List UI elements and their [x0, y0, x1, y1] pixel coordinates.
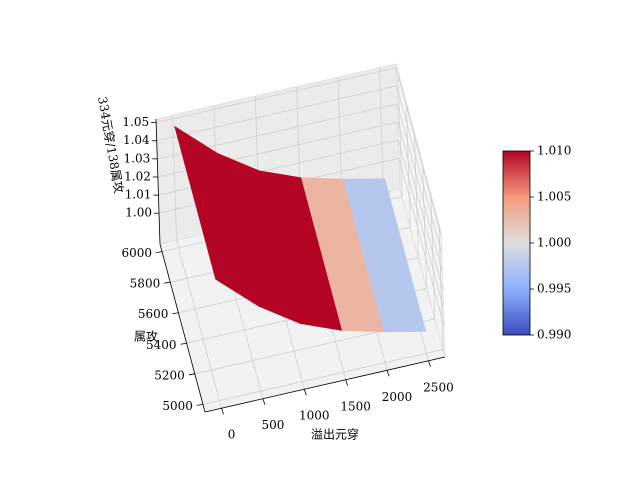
- y-axis-line: [159, 243, 206, 413]
- tick-mark: [155, 251, 163, 254]
- x-axis-label: 溢出元穿: [311, 427, 359, 442]
- grid-line: [396, 103, 443, 272]
- tick-mark: [303, 389, 307, 396]
- y-tick-label: 5800: [130, 277, 161, 291]
- tick-mark: [196, 403, 204, 406]
- z-tick-label: 1.01: [125, 188, 152, 202]
- colorbar-tick-label: 1.010: [537, 144, 571, 158]
- x-axis-line: [204, 356, 446, 413]
- y-axis-label: 属攻: [134, 330, 158, 344]
- tick-mark: [172, 312, 179, 315]
- colorbar-tick-label: 1.005: [537, 190, 571, 204]
- grid-line: [156, 85, 397, 142]
- colorbar: [502, 150, 531, 336]
- tick-mark: [262, 398, 266, 405]
- x-tick-label: 500: [261, 418, 284, 432]
- z-tick-label: 1.00: [125, 206, 152, 220]
- x-tick-label: 0: [228, 428, 236, 442]
- y-tick-label: 5000: [162, 399, 193, 413]
- tick-mark: [180, 342, 187, 345]
- grid-line: [176, 240, 222, 409]
- grid-line: [398, 139, 444, 309]
- colorbar-tick-label: 0.990: [537, 328, 571, 342]
- grid-line: [396, 85, 443, 254]
- grid-line: [379, 67, 384, 193]
- tick-mark: [428, 360, 431, 367]
- z-tick-label: 1.04: [123, 133, 150, 147]
- z-tick-label: 1.05: [122, 115, 149, 129]
- y-tick-label: 5400: [146, 338, 177, 352]
- x-tick-label: 2000: [382, 390, 413, 404]
- z-axis-line: [155, 118, 161, 245]
- z-tick-label: 1.02: [124, 169, 151, 183]
- colorbar-tick-label: 0.995: [537, 282, 571, 296]
- colorbar-tick-label: 1.000: [537, 236, 571, 250]
- grid-line: [156, 67, 397, 124]
- grid-line: [395, 67, 442, 236]
- tick-mark: [221, 408, 224, 415]
- x-tick-label: 2500: [423, 380, 454, 394]
- tick-mark: [188, 373, 195, 376]
- grid-line: [172, 115, 177, 241]
- y-tick-label: 5600: [138, 307, 169, 321]
- grid-line: [202, 348, 444, 405]
- z-tick-label: 1.03: [124, 151, 151, 165]
- x-tick-label: 1000: [299, 409, 330, 423]
- y-tick-label: 6000: [121, 246, 152, 260]
- surface: [174, 125, 427, 333]
- surface-patch: [373, 292, 427, 333]
- y-tick-label: 5200: [154, 368, 185, 382]
- x-tick-label: 1500: [340, 399, 371, 413]
- tick-mark: [345, 379, 349, 386]
- tick-mark: [386, 370, 390, 377]
- grid-line: [397, 121, 444, 291]
- tick-mark: [164, 281, 171, 284]
- grid-line: [398, 158, 445, 327]
